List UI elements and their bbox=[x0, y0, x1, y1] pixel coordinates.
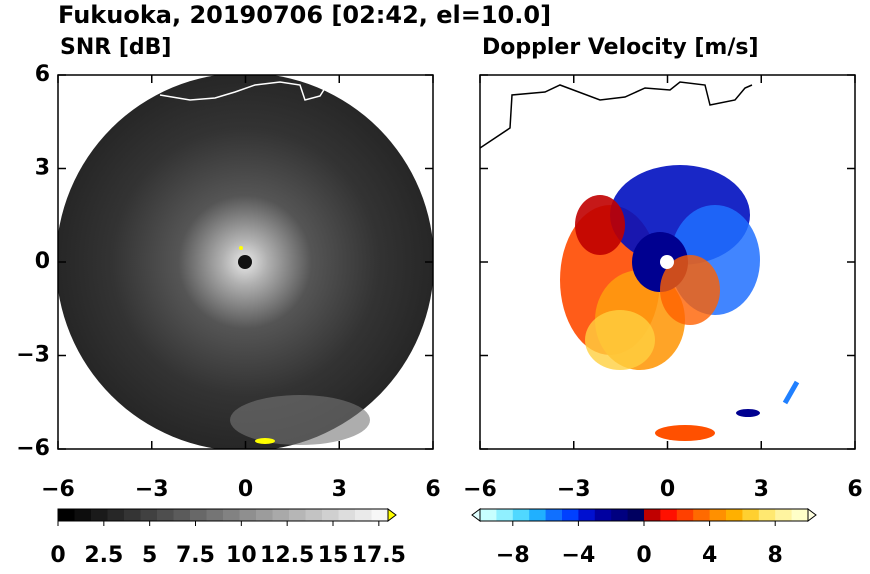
colorbar-segment bbox=[693, 509, 711, 521]
colorbar-segment bbox=[709, 509, 727, 521]
colorbar-segment bbox=[190, 509, 207, 521]
x-tick-label: 3 bbox=[754, 477, 769, 502]
colorbar-segment bbox=[173, 509, 191, 521]
x-tick-label: 0 bbox=[238, 477, 253, 502]
x-tick-label: 6 bbox=[847, 477, 862, 502]
colorbar-tick-label: 4 bbox=[702, 543, 717, 568]
colorbar-segment bbox=[512, 509, 530, 521]
doppler-image bbox=[480, 81, 800, 441]
colorbar-segment bbox=[676, 509, 694, 521]
x-tick-label: 6 bbox=[425, 477, 440, 502]
colorbar-segment bbox=[529, 509, 547, 521]
colorbar-tick-label: 5 bbox=[142, 543, 157, 568]
colorbar-segment bbox=[305, 509, 323, 521]
colorbar-tick-label: 10 bbox=[226, 543, 257, 568]
snr-image bbox=[58, 75, 433, 449]
colorbar-tick-label: 7.5 bbox=[176, 543, 215, 568]
colorbar-segment bbox=[562, 509, 579, 521]
colorbar-frame bbox=[57, 508, 389, 522]
y-tick-label: 6 bbox=[35, 62, 50, 87]
colorbar-segment bbox=[758, 509, 776, 521]
colorbar-tick-label: 8 bbox=[768, 543, 783, 568]
colorbar-segment bbox=[726, 509, 743, 521]
colorbar-segment bbox=[256, 509, 273, 521]
colorbar-segment bbox=[660, 509, 678, 521]
colorbar-segment bbox=[157, 509, 174, 521]
x-tick-label: 0 bbox=[660, 477, 675, 502]
panel-subtitle: SNR [dB] bbox=[60, 35, 171, 60]
colorbar-tick-label: 12.5 bbox=[260, 543, 314, 568]
y-tick-label: 3 bbox=[35, 156, 50, 181]
colorbar-segment bbox=[496, 509, 514, 521]
colorbar-segment bbox=[480, 509, 497, 521]
colorbar-segment bbox=[594, 509, 612, 521]
colorbar-segment bbox=[338, 509, 356, 521]
x-tick-label: 3 bbox=[332, 477, 347, 502]
colorbar-segment bbox=[289, 509, 306, 521]
colorbar-segment bbox=[545, 509, 563, 521]
colorbar-tick-label: −4 bbox=[562, 543, 596, 568]
colorbar-segment bbox=[91, 509, 108, 521]
colorbar-segment bbox=[775, 509, 793, 521]
colorbar-segment bbox=[140, 509, 158, 521]
colorbar-segment bbox=[578, 509, 596, 521]
colorbar-segment bbox=[107, 509, 125, 521]
colorbar-segment bbox=[644, 509, 661, 521]
colorbar-segment bbox=[58, 509, 75, 521]
colorbar-segment bbox=[355, 509, 372, 521]
y-tick-label: −6 bbox=[16, 436, 50, 461]
colorbar-tick-label: 15 bbox=[318, 543, 349, 568]
colorbar-segment bbox=[322, 509, 339, 521]
x-tick-label: −3 bbox=[135, 477, 169, 502]
x-tick-label: −3 bbox=[557, 477, 591, 502]
colorbar-tick-label: −8 bbox=[496, 543, 530, 568]
colorbar-segment bbox=[239, 509, 257, 521]
colorbar-extend bbox=[387, 508, 397, 522]
colorbar-segment bbox=[124, 509, 141, 521]
y-tick-label: −3 bbox=[16, 343, 50, 368]
colorbar-segment bbox=[371, 509, 389, 521]
colorbar-segment bbox=[223, 509, 240, 521]
colorbar-segment bbox=[627, 509, 645, 521]
y-tick-label: 0 bbox=[35, 249, 50, 274]
colorbar-tick-label: 2.5 bbox=[84, 543, 123, 568]
colorbar-extend bbox=[471, 508, 481, 522]
colorbar-extend bbox=[807, 508, 817, 522]
colorbar-tick-label: 17.5 bbox=[352, 543, 406, 568]
figure-title: Fukuoka, 20190706 [02:42, el=10.0] bbox=[58, 1, 551, 29]
panel-subtitle: Doppler Velocity [m/s] bbox=[482, 35, 759, 60]
colorbar-segment bbox=[742, 509, 760, 521]
colorbar-segment bbox=[74, 509, 92, 521]
x-tick-label: −6 bbox=[463, 477, 497, 502]
colorbar-tick-label: 0 bbox=[636, 543, 651, 568]
colorbar-segment bbox=[611, 509, 629, 521]
colorbar-segment bbox=[791, 509, 809, 521]
x-tick-label: −6 bbox=[41, 477, 75, 502]
colorbar-segment bbox=[272, 509, 290, 521]
colorbar-tick-label: 0 bbox=[50, 543, 65, 568]
colorbar-segment bbox=[206, 509, 224, 521]
